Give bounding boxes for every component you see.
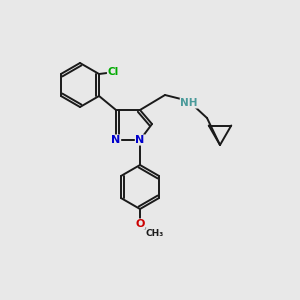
Text: O: O [135, 219, 145, 229]
Text: CH₃: CH₃ [146, 229, 164, 238]
Text: N: N [135, 135, 145, 145]
Text: Cl: Cl [107, 67, 119, 77]
Text: N: N [111, 135, 121, 145]
Text: NH: NH [180, 98, 198, 108]
